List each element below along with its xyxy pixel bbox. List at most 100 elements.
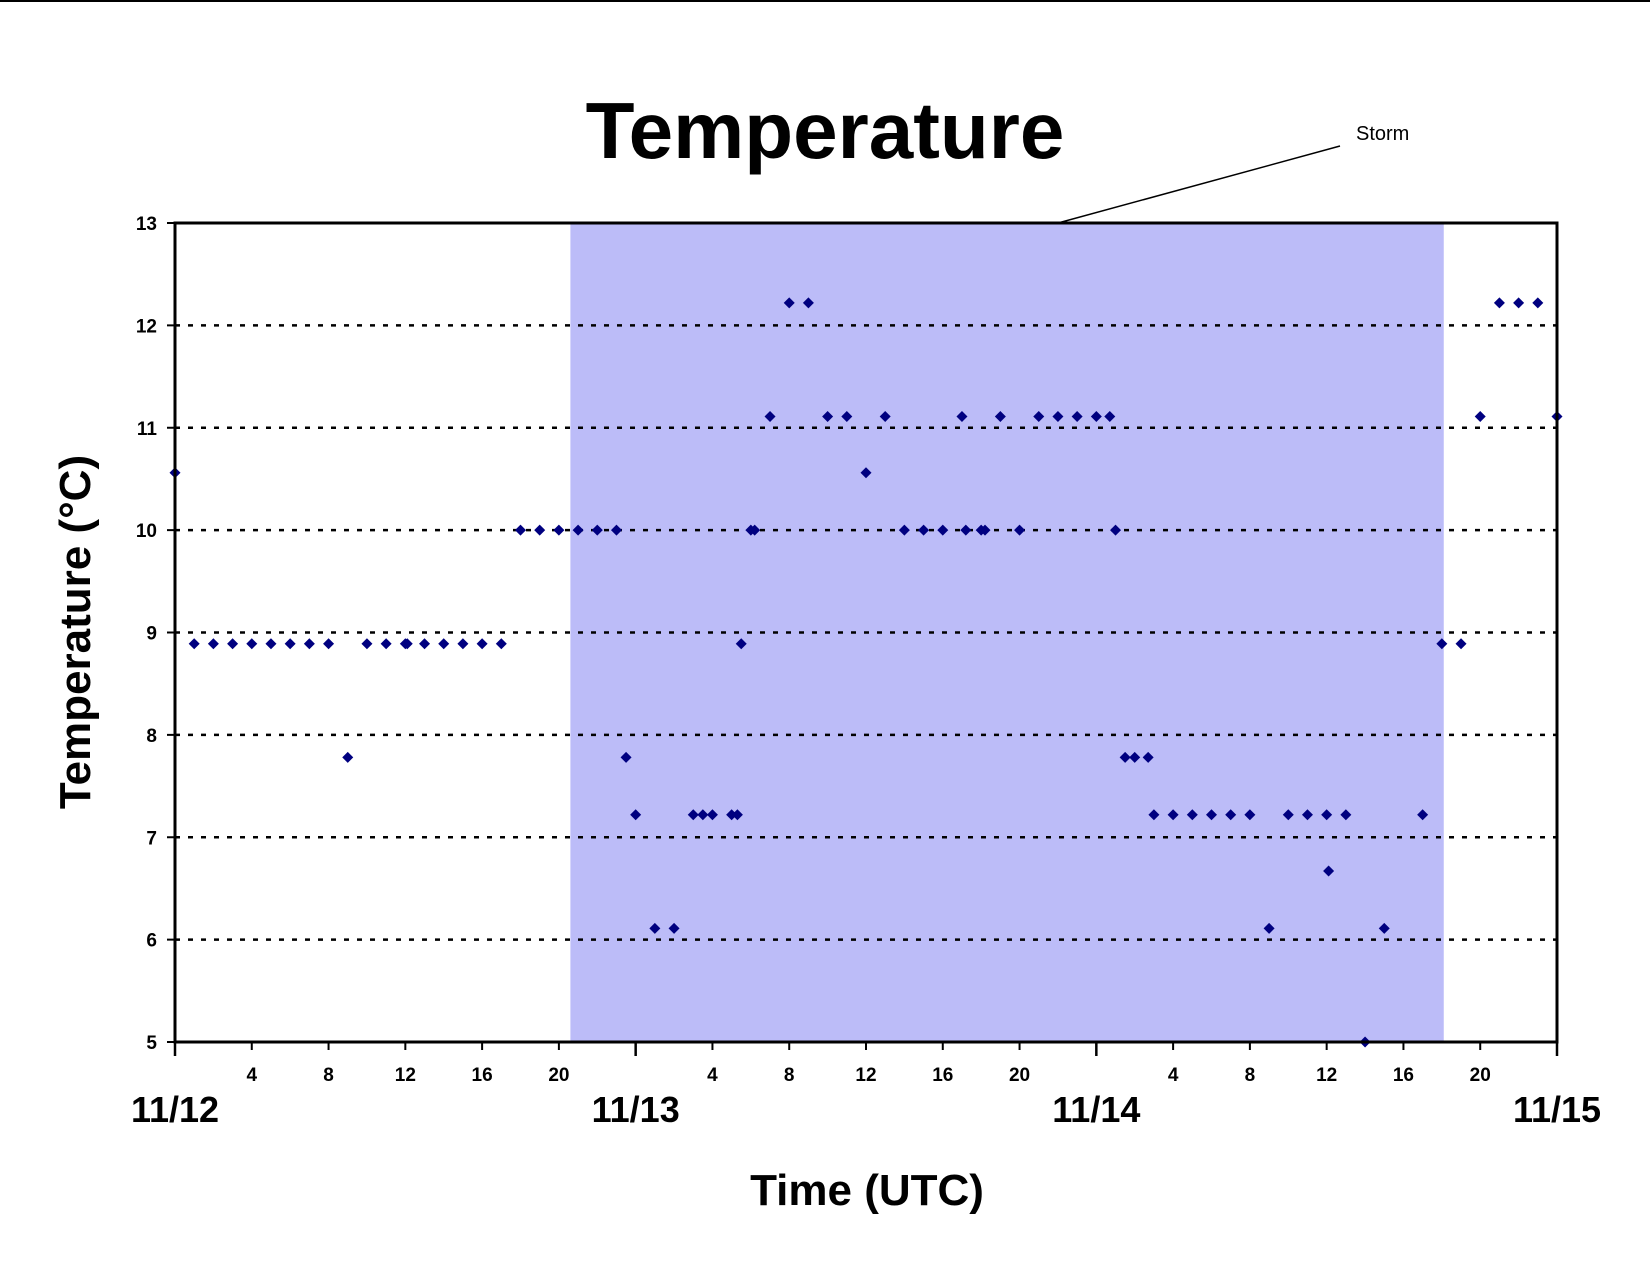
data-point — [979, 524, 991, 536]
data-point — [1474, 410, 1486, 422]
chart-title: Temperature — [586, 86, 1065, 175]
data-point — [822, 410, 834, 422]
data-point — [1378, 922, 1390, 934]
x-hour-label: 20 — [1009, 1065, 1030, 1086]
data-point — [620, 751, 632, 763]
data-point — [706, 809, 718, 821]
data-point — [956, 410, 968, 422]
data-point — [342, 751, 354, 763]
data-point — [1148, 809, 1160, 821]
data-point — [735, 638, 747, 650]
x-day-label: 11/14 — [1052, 1089, 1140, 1130]
y-tick-label: 11 — [137, 419, 158, 440]
data-point — [783, 297, 795, 309]
data-point — [227, 638, 239, 650]
x-hour-label: 12 — [1316, 1065, 1337, 1086]
data-point — [841, 410, 853, 422]
y-tick-label: 9 — [146, 624, 157, 645]
data-point — [1455, 638, 1467, 650]
y-tick-label: 13 — [136, 214, 157, 235]
data-point — [879, 410, 891, 422]
x-hour-label: 8 — [323, 1065, 334, 1086]
data-point — [1104, 410, 1116, 422]
data-point — [1301, 809, 1313, 821]
data-point — [495, 638, 507, 650]
x-hour-label: 8 — [784, 1065, 795, 1086]
data-point — [1014, 524, 1026, 536]
data-point — [649, 922, 661, 934]
data-point — [898, 524, 910, 536]
x-hour-label: 8 — [1245, 1065, 1256, 1086]
x-hour-label: 16 — [932, 1065, 953, 1086]
data-point — [1033, 410, 1045, 422]
data-point — [419, 638, 431, 650]
y-tick-label: 8 — [146, 726, 157, 747]
data-point — [457, 638, 469, 650]
data-point — [1323, 865, 1335, 877]
y-tick-label: 10 — [136, 521, 157, 542]
data-point — [1129, 751, 1141, 763]
data-point — [731, 809, 743, 821]
data-point — [246, 638, 258, 650]
data-point — [1244, 809, 1256, 821]
data-point — [323, 638, 335, 650]
data-point — [960, 524, 972, 536]
y-axis-label: Temperature (°C) — [51, 455, 100, 809]
x-hour-label: 12 — [855, 1065, 876, 1086]
data-point — [630, 809, 642, 821]
x-hour-label: 4 — [707, 1065, 718, 1086]
data-point — [1167, 809, 1179, 821]
data-point — [1263, 922, 1275, 934]
y-tick-label: 5 — [146, 1033, 157, 1054]
data-point — [188, 638, 200, 650]
data-point — [1110, 524, 1122, 536]
x-hour-label: 20 — [1470, 1065, 1491, 1086]
storm-annotation: Storm — [1356, 123, 1409, 145]
data-point — [1206, 809, 1217, 821]
data-point — [553, 524, 565, 536]
data-point — [265, 638, 277, 650]
data-point — [687, 809, 699, 821]
data-point — [1532, 297, 1544, 309]
x-hour-label: 16 — [472, 1065, 493, 1086]
plot-frame — [173, 221, 1559, 1044]
data-point — [1052, 410, 1064, 422]
data-point — [1186, 809, 1198, 821]
data-point — [1493, 297, 1505, 309]
y-tick-label: 6 — [146, 931, 157, 952]
x-axis-label: Time (UTC) — [750, 1166, 984, 1215]
data-point — [802, 297, 814, 309]
x-day-label: 11/12 — [131, 1089, 219, 1130]
top-rule — [0, 0, 1650, 2]
data-point — [1142, 751, 1154, 763]
data-point — [937, 524, 949, 536]
data-point — [1340, 809, 1352, 821]
data-point — [1436, 638, 1448, 650]
y-tick-label: 7 — [146, 828, 157, 849]
data-point — [668, 922, 680, 934]
x-hour-label: 16 — [1393, 1065, 1414, 1086]
data-point — [591, 524, 603, 536]
data-point — [860, 467, 872, 479]
data-point — [749, 524, 761, 536]
data-point — [361, 638, 373, 650]
x-day-label: 11/15 — [1513, 1089, 1601, 1130]
data-point — [284, 638, 296, 650]
x-hour-label: 20 — [548, 1065, 569, 1086]
data-point — [380, 638, 392, 650]
data-point — [918, 524, 930, 536]
data-point — [1513, 297, 1525, 309]
data-point — [303, 638, 315, 650]
data-point — [438, 638, 450, 650]
x-hour-label: 12 — [395, 1065, 416, 1086]
data-point — [726, 809, 738, 821]
data-point — [1321, 809, 1333, 821]
data-point — [764, 410, 776, 422]
data-point — [1119, 751, 1131, 763]
data-point — [994, 410, 1006, 422]
data-point — [697, 809, 709, 821]
data-point — [401, 638, 413, 650]
x-hour-label: 4 — [1168, 1065, 1179, 1086]
data-point — [476, 638, 488, 650]
